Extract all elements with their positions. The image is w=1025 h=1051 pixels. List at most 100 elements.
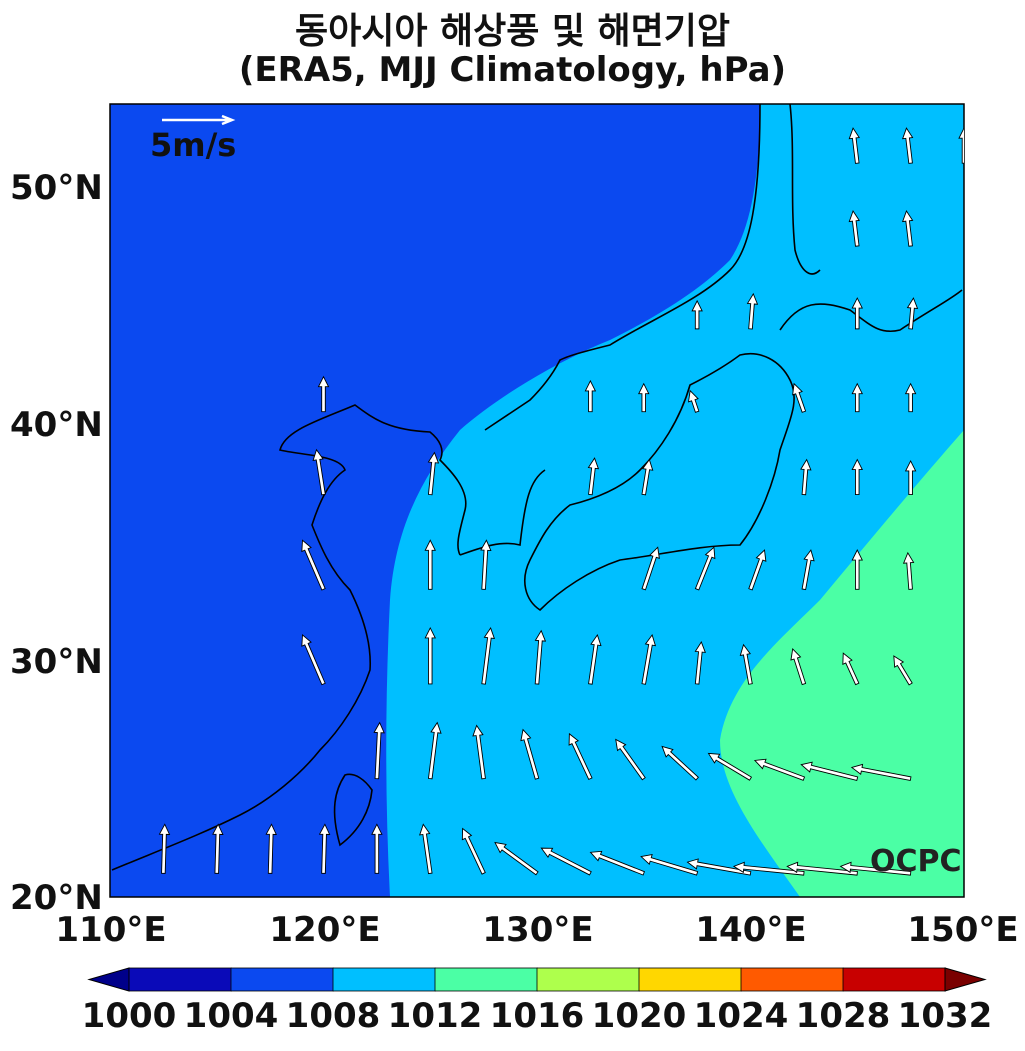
wind-reference-arrow-shape <box>162 114 236 126</box>
wind-vector <box>419 823 433 875</box>
wind-vector <box>694 546 716 591</box>
wind-vector <box>301 634 326 686</box>
wind-vector <box>641 458 654 496</box>
coastline <box>111 104 963 871</box>
wind-vector <box>801 549 815 591</box>
wind-vector <box>748 549 767 591</box>
wind-vector <box>901 127 914 164</box>
wind-vector <box>800 458 812 496</box>
wind-vector <box>906 297 919 330</box>
wind-vector <box>534 629 547 685</box>
wind-vector <box>851 549 863 590</box>
wind-vector <box>587 457 600 496</box>
wind-vector <box>312 448 326 496</box>
lat-label-30n: 30°N <box>10 642 103 682</box>
wind-vector <box>641 633 657 685</box>
wind-vector <box>212 823 224 874</box>
wind-vector <box>640 854 699 876</box>
wind-vector <box>615 738 646 781</box>
colorbar-bin <box>638 967 742 992</box>
wind-vector <box>707 752 753 781</box>
wind-vector <box>427 451 440 496</box>
wind-vector <box>568 732 593 781</box>
lon-label-140e: 140°E <box>695 910 807 950</box>
wind-vector <box>746 292 759 330</box>
colorbar <box>87 967 987 992</box>
ocpc-logo: OCPC <box>870 844 962 879</box>
wind-vector <box>691 299 703 330</box>
wind-vector <box>792 382 807 413</box>
wind-vector <box>851 297 863 330</box>
lon-label-120e: 120°E <box>269 910 381 950</box>
wind-vector <box>901 210 914 247</box>
wind-reference-label: 5m/s <box>150 126 237 164</box>
wind-vector <box>318 823 331 874</box>
wind-vector <box>480 539 492 590</box>
wind-vector <box>641 546 660 591</box>
colorbar-bin <box>740 967 844 992</box>
wind-vector <box>893 655 913 686</box>
lat-label-40n: 40°N <box>10 405 103 445</box>
wind-vector <box>839 861 912 876</box>
wind-vector <box>481 626 496 685</box>
wind-vector <box>520 728 540 780</box>
wind-vector <box>317 375 330 413</box>
wind-vector <box>638 382 650 413</box>
wind-vector <box>958 127 964 164</box>
colorbar-tick-1012: 1012 <box>387 996 483 1036</box>
wind-vector <box>694 640 706 685</box>
colorbar-under-triangle <box>87 967 130 992</box>
colorbar-bin <box>536 967 640 992</box>
wind-vector <box>301 539 326 591</box>
map-title: 동아시아 해상풍 및 해면기압 <box>294 11 731 52</box>
wind-vector <box>850 763 912 781</box>
colorbar-tick-1008: 1008 <box>285 996 381 1036</box>
wind-vector <box>472 724 486 780</box>
colorbar-tick-1000: 1000 <box>81 996 177 1036</box>
wind-vector <box>904 382 917 413</box>
wind-vector <box>904 459 917 496</box>
colorbar-tick-1020: 1020 <box>591 996 687 1036</box>
wind-vector <box>427 721 442 780</box>
wind-reference-arrow <box>162 114 236 126</box>
pressure-field <box>110 104 964 897</box>
colorbar-tick-1016: 1016 <box>489 996 585 1036</box>
wind-vector <box>540 847 592 876</box>
wind-vector <box>739 643 753 685</box>
lat-label-50n: 50°N <box>10 168 103 208</box>
lon-label-150e: 150°E <box>907 910 1019 950</box>
pressure-high-region <box>720 430 964 897</box>
wind-vector <box>494 841 539 876</box>
wind-vector <box>589 850 645 876</box>
lon-label-110e: 110°E <box>55 910 167 950</box>
wind-vector-layer <box>158 127 964 876</box>
colorbar-tick-1024: 1024 <box>693 996 789 1036</box>
wind-vector <box>424 626 436 685</box>
wind-vector <box>371 823 383 874</box>
colorbar-bin <box>332 967 436 992</box>
wind-vector <box>842 652 860 686</box>
wind-vector <box>790 647 807 686</box>
wind-vector <box>373 721 385 780</box>
wind-vector <box>902 551 915 590</box>
colorbar-bin <box>128 967 232 992</box>
wind-vector <box>753 758 806 781</box>
colorbar-bin <box>842 967 946 992</box>
colorbar-bin <box>434 967 538 992</box>
wind-vector <box>584 379 597 413</box>
lon-label-130e: 130°E <box>482 910 594 950</box>
wind-vector <box>661 745 699 781</box>
wind-vector <box>461 827 486 875</box>
wind-vector <box>851 458 863 496</box>
wind-vector <box>588 633 602 685</box>
map-frame <box>109 103 965 898</box>
lat-label-20n: 20°N <box>10 878 103 918</box>
wind-vector <box>158 823 171 874</box>
wind-vector <box>687 389 700 413</box>
colorbar-bin <box>230 967 334 992</box>
wind-vector <box>800 761 859 781</box>
wind-vector <box>265 823 277 874</box>
wind-vector <box>424 539 436 590</box>
colorbar-tick-1032: 1032 <box>897 996 993 1036</box>
